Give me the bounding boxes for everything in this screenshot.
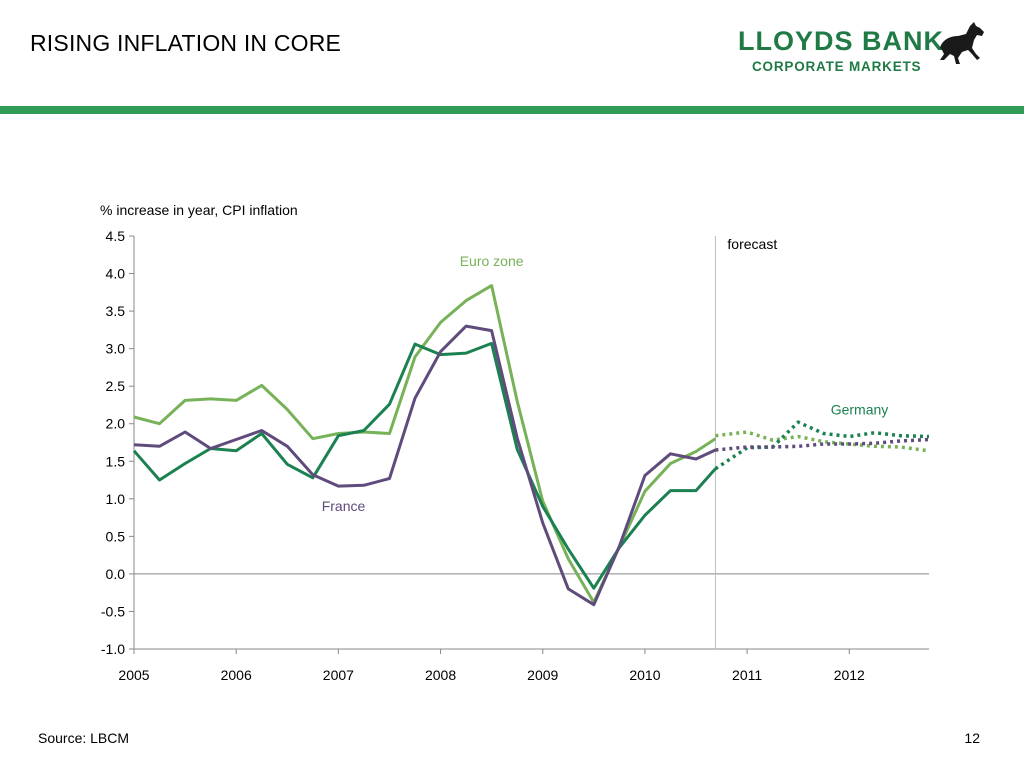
series-line-germany: [132, 341, 717, 590]
chart-annotations: Euro zone Germany France: [322, 253, 889, 514]
header-divider-bar: [0, 106, 1024, 114]
x-tick-label: 2010: [629, 667, 660, 683]
logo-wordmark: LLOYDS BANK: [738, 26, 944, 56]
logo-subtitle: CORPORATE MARKETS: [752, 59, 922, 74]
chart-ticks: 4.5 4.0 3.5 3.0 2.5 2.0 1.5 1.0 0.5 0.0 -0.5 -1.0 20…: [101, 228, 865, 683]
x-tick-label: 2008: [425, 667, 456, 683]
x-tick-label: 2011: [732, 667, 762, 683]
page-number: 12: [964, 730, 980, 746]
y-tick-label: 1.5: [106, 453, 126, 469]
forecast-label: forecast: [727, 236, 777, 252]
slide-title: RISING INFLATION IN CORE: [30, 30, 342, 56]
y-tick-label: 0.0: [106, 566, 126, 582]
x-tick-label: 2005: [118, 667, 149, 683]
series-line-france: [133, 324, 717, 607]
series-label-france: France: [322, 498, 366, 514]
y-tick-label: 2.5: [106, 378, 126, 394]
chart-series: [132, 284, 930, 607]
y-tick-label: 1.0: [106, 491, 126, 507]
lloyds-bank-logo: LLOYDS BANK CORPORATE MARKETS: [736, 22, 996, 84]
series-forecast-germany: [714, 420, 930, 471]
x-tick-label: 2007: [323, 667, 354, 683]
y-tick-label: -0.5: [101, 603, 125, 619]
y-tick-label: 4.0: [106, 266, 126, 282]
source-note: Source: LBCM: [38, 730, 130, 746]
y-tick-label: -1.0: [101, 641, 125, 657]
y-axis-label: % increase in year, CPI inflation: [100, 202, 298, 218]
black-horse-icon: [940, 22, 984, 64]
x-tick-label: 2006: [221, 667, 252, 683]
x-tick-label: 2009: [527, 667, 558, 683]
chart-axes: forecast: [133, 236, 929, 650]
y-tick-label: 3.0: [106, 341, 126, 357]
series-label-germany: Germany: [831, 402, 889, 418]
series-label-euro_zone: Euro zone: [460, 253, 524, 269]
y-tick-label: 3.5: [106, 303, 126, 319]
series-forecast-france: [715, 437, 930, 452]
y-tick-label: 2.0: [106, 416, 126, 432]
x-tick-label: 2012: [834, 667, 865, 683]
y-tick-label: 4.5: [106, 228, 126, 244]
y-tick-label: 0.5: [106, 528, 126, 544]
series-forecast-euro_zone: [715, 430, 930, 453]
